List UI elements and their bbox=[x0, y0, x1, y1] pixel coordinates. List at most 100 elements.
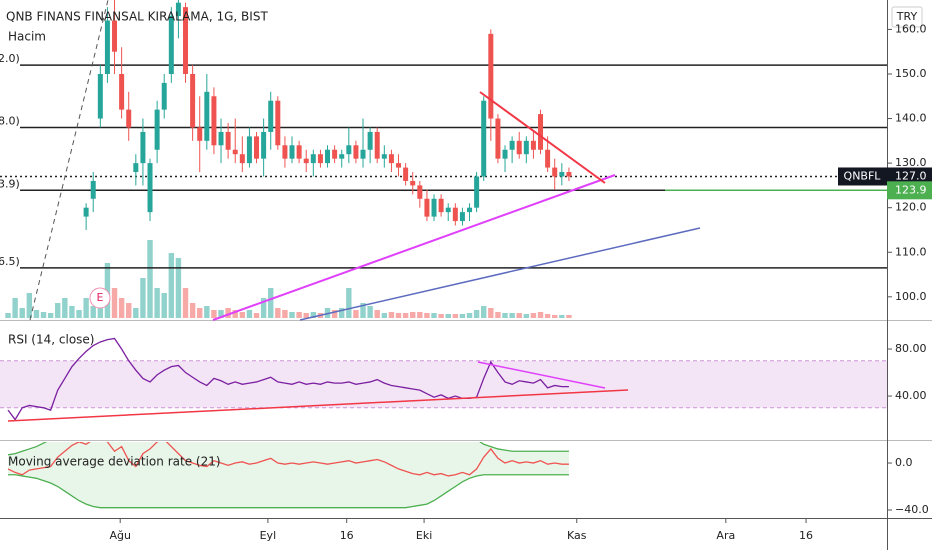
volume-bar bbox=[417, 312, 423, 318]
level-label: 6.5) bbox=[0, 255, 20, 268]
currency: TRY bbox=[896, 10, 918, 23]
volume-bar bbox=[523, 314, 530, 318]
volume-bar bbox=[559, 315, 565, 318]
y-tick-label: 160.0 bbox=[895, 22, 927, 35]
volume-bar bbox=[410, 312, 416, 318]
volume-bar bbox=[211, 310, 217, 318]
rsi-trendline bbox=[7, 389, 629, 422]
candle-body bbox=[239, 154, 245, 164]
candle-body bbox=[268, 100, 274, 132]
volume-bar bbox=[189, 303, 196, 318]
candle-body bbox=[317, 154, 323, 164]
candle-body bbox=[559, 172, 565, 177]
rsi-band bbox=[0, 360, 887, 408]
candle-body bbox=[438, 198, 444, 213]
x-tick-label: 16 bbox=[340, 529, 354, 542]
volume-bar bbox=[459, 314, 466, 318]
candle-body bbox=[495, 118, 501, 159]
volume-bar bbox=[537, 312, 544, 318]
volume-bar bbox=[147, 240, 153, 318]
volume-bar bbox=[5, 313, 11, 318]
volume-bar bbox=[33, 310, 40, 318]
symbol-label: QNBFL bbox=[844, 169, 882, 182]
channel-trendline bbox=[299, 227, 701, 321]
volume-label: Hacim bbox=[8, 30, 46, 44]
volume-bar bbox=[232, 310, 238, 318]
candle-body bbox=[211, 96, 217, 146]
candle-body bbox=[388, 154, 394, 164]
volume-bar bbox=[19, 308, 25, 318]
volume-bar bbox=[133, 308, 139, 318]
y-tick-label: 120.0 bbox=[895, 201, 927, 214]
level-label: 3.9) bbox=[0, 177, 20, 190]
volume-bar bbox=[204, 306, 210, 318]
candle-body bbox=[119, 73, 125, 110]
candle-body bbox=[396, 163, 402, 168]
candle-body bbox=[161, 82, 167, 110]
level-tag-label: 123.9 bbox=[895, 183, 927, 196]
candle-body bbox=[147, 163, 153, 213]
volume-bar bbox=[552, 315, 558, 318]
candle-body bbox=[488, 33, 494, 119]
candle-body bbox=[204, 91, 210, 141]
volume-bar bbox=[168, 253, 175, 318]
candle-body bbox=[552, 167, 558, 177]
volume-bar bbox=[47, 313, 54, 318]
volume-bar bbox=[445, 314, 451, 318]
candle-body bbox=[474, 176, 480, 208]
volume-bar bbox=[530, 313, 537, 318]
candle-body bbox=[516, 140, 522, 155]
volume-bar bbox=[55, 303, 61, 318]
volume-bar bbox=[346, 288, 352, 318]
candle-body bbox=[424, 198, 430, 217]
candle-body bbox=[367, 131, 373, 150]
rsi-trendline bbox=[477, 361, 606, 389]
candle-body bbox=[417, 185, 423, 199]
candle-body bbox=[168, 16, 174, 74]
volume-bar bbox=[260, 298, 267, 318]
volume-bar bbox=[303, 313, 309, 318]
volume-bar bbox=[473, 310, 480, 318]
volume-bar bbox=[90, 306, 96, 318]
resistance-trendline bbox=[479, 91, 606, 184]
volume-bar bbox=[175, 258, 182, 318]
volume-bar bbox=[481, 306, 487, 318]
candle-body bbox=[154, 109, 160, 150]
candle-body bbox=[175, 2, 181, 17]
volume-bar bbox=[126, 303, 132, 318]
volume-bar bbox=[431, 313, 437, 318]
symbol-tag bbox=[838, 167, 887, 186]
y-tick-label: 80.00 bbox=[895, 342, 927, 355]
volume-bar bbox=[360, 303, 366, 318]
candle-body bbox=[112, 20, 118, 52]
level-label: 2.0) bbox=[0, 52, 20, 65]
series-line bbox=[8, 474, 569, 509]
price-tag bbox=[887, 167, 932, 186]
volume-bar bbox=[26, 293, 33, 318]
currency-box[interactable] bbox=[891, 6, 923, 28]
volume-bar bbox=[424, 313, 430, 318]
candle-body bbox=[296, 145, 302, 159]
rsi-pane bbox=[0, 337, 887, 421]
volume-bar bbox=[381, 313, 388, 318]
volume-bar bbox=[516, 313, 522, 318]
volume-bar bbox=[69, 306, 75, 318]
volume-bar bbox=[509, 313, 515, 318]
candle-body bbox=[346, 145, 352, 155]
candle-body bbox=[225, 131, 231, 150]
candle-body bbox=[332, 149, 338, 159]
volume-bar bbox=[544, 314, 551, 318]
volume-bar bbox=[182, 288, 189, 318]
volume-bar bbox=[76, 310, 82, 318]
y-tick-label: 130.0 bbox=[895, 156, 927, 169]
chart-title: QNB FINANS FINANSAL KIRALAMA, 1G, BIST bbox=[6, 10, 268, 24]
volume-bar bbox=[12, 298, 18, 318]
event-marker[interactable] bbox=[89, 287, 111, 309]
volume-bar bbox=[197, 308, 203, 318]
candle-body bbox=[246, 136, 252, 164]
candle-body bbox=[467, 207, 473, 213]
candle-body bbox=[261, 131, 267, 159]
candle-body bbox=[360, 149, 366, 159]
dashed-trendline bbox=[29, 0, 109, 321]
candle-body bbox=[218, 131, 224, 146]
